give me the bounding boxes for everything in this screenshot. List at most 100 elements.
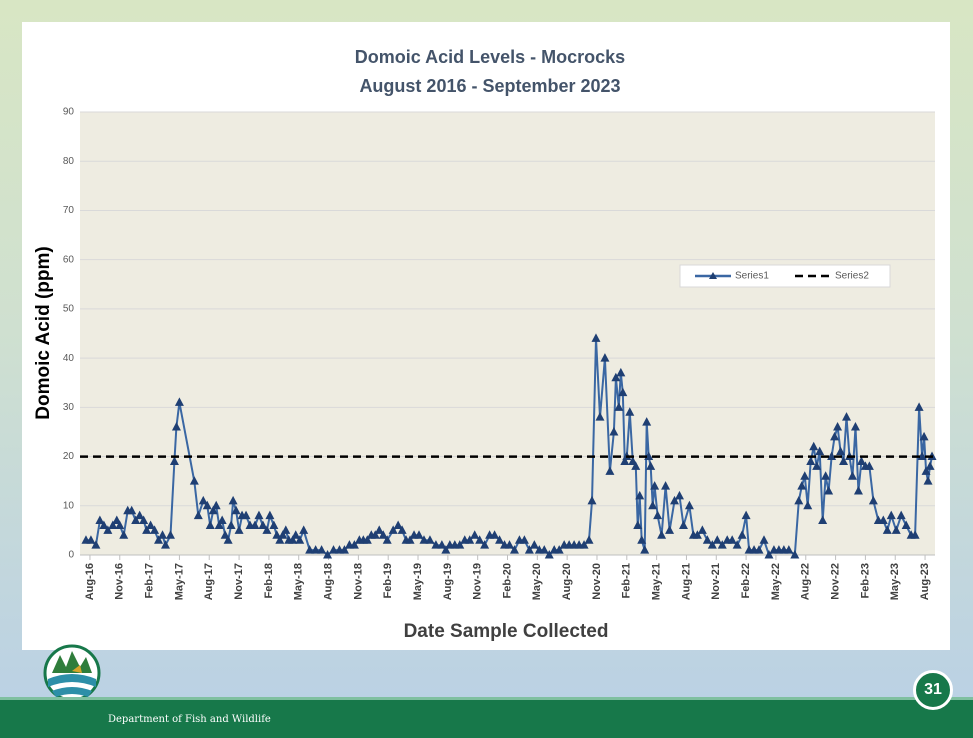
- data-point: [202, 500, 212, 510]
- data-point: [437, 540, 447, 549]
- y-tick-label: 40: [63, 353, 75, 364]
- footer-bar: Department of Fish and Wildlife: [0, 697, 973, 738]
- data-point: [620, 456, 630, 465]
- data-point: [891, 525, 901, 534]
- data-point: [262, 525, 272, 534]
- data-point: [86, 535, 96, 544]
- y-tick-label: 50: [63, 304, 75, 315]
- data-point: [288, 535, 298, 544]
- data-point: [388, 525, 398, 534]
- x-tick-label: Feb-19: [382, 563, 394, 598]
- data-point: [614, 402, 624, 411]
- data-point: [633, 520, 643, 529]
- data-point: [678, 520, 688, 529]
- data-point: [646, 461, 656, 470]
- x-tick-label: Aug-20: [561, 563, 573, 600]
- x-tick-label: Feb-23: [859, 563, 871, 598]
- data-point: [490, 530, 500, 539]
- data-point: [115, 520, 125, 529]
- data-point: [108, 520, 118, 529]
- data-point: [480, 540, 490, 549]
- department-name: Department of Fish and Wildlife: [108, 714, 271, 725]
- y-tick-label: 90: [63, 107, 75, 118]
- logo: [43, 644, 101, 702]
- data-point: [717, 540, 727, 549]
- data-point: [131, 515, 141, 525]
- data-point: [295, 535, 305, 544]
- data-point: [250, 520, 260, 529]
- legend-label: Series2: [835, 271, 869, 282]
- data-point: [299, 525, 309, 534]
- data-point: [692, 530, 702, 539]
- data-point: [836, 446, 846, 456]
- x-tick-label: Nov-22: [829, 563, 841, 600]
- data-point: [618, 387, 628, 397]
- data-point: [139, 515, 149, 525]
- data-point: [648, 500, 658, 510]
- x-tick-label: Nov-20: [591, 563, 603, 600]
- x-tick-label: Feb-22: [740, 563, 752, 598]
- data-point: [370, 530, 380, 539]
- data-point: [323, 550, 333, 559]
- x-tick-label: Aug-22: [800, 563, 812, 600]
- data-point: [169, 456, 179, 465]
- data-point: [579, 540, 589, 549]
- data-point: [674, 490, 684, 500]
- x-tick-label: Aug-17: [203, 563, 215, 600]
- data-point: [214, 520, 224, 529]
- data-point: [217, 515, 227, 525]
- data-point: [241, 510, 251, 520]
- data-point: [524, 545, 534, 554]
- x-tick-label: Feb-20: [501, 563, 513, 598]
- data-point: [665, 525, 675, 534]
- data-point: [495, 535, 505, 544]
- data-point: [591, 333, 601, 342]
- legend-marker: [709, 272, 717, 279]
- x-tick-label: Aug-19: [442, 563, 454, 600]
- x-tick-label: Feb-18: [263, 563, 275, 598]
- data-point: [925, 461, 935, 470]
- data-point: [393, 520, 403, 529]
- data-point: [821, 471, 831, 480]
- data-point: [882, 525, 892, 534]
- data-point: [587, 495, 597, 505]
- data-point: [864, 461, 874, 470]
- data-point: [419, 535, 429, 544]
- x-tick-label: May-23: [889, 563, 901, 600]
- data-point: [635, 490, 645, 500]
- data-point: [847, 471, 857, 480]
- data-point: [741, 510, 751, 520]
- data-point: [198, 495, 208, 505]
- data-point: [142, 525, 152, 534]
- data-point: [833, 422, 843, 431]
- data-point: [853, 486, 863, 495]
- data-point: [697, 525, 707, 534]
- data-point: [425, 535, 435, 544]
- data-point: [790, 550, 800, 559]
- data-point: [414, 530, 424, 539]
- data-point: [611, 372, 621, 382]
- legend-box: [679, 264, 891, 288]
- x-tick-label: Feb-21: [621, 563, 633, 598]
- x-axis-label: Date Sample Collected: [404, 621, 609, 642]
- y-tick-label: 30: [63, 402, 75, 413]
- data-point: [595, 412, 605, 421]
- data-point: [258, 520, 268, 529]
- data-point: [737, 530, 747, 539]
- x-tick-label: Nov-19: [472, 563, 484, 600]
- data-point: [824, 486, 834, 495]
- data-point: [339, 545, 349, 554]
- data-point: [329, 545, 339, 554]
- data-point: [317, 545, 327, 554]
- x-tick-label: Nov-21: [710, 563, 722, 600]
- chart-title: Domoic Acid Levels - Mocrocks: [355, 47, 625, 67]
- data-point: [707, 540, 717, 549]
- data-point: [584, 535, 594, 544]
- data-point: [923, 476, 933, 485]
- data-point: [653, 510, 663, 520]
- data-point: [378, 530, 388, 539]
- x-tick-label: May-18: [293, 563, 305, 600]
- data-point: [135, 510, 145, 520]
- data-point: [234, 525, 244, 534]
